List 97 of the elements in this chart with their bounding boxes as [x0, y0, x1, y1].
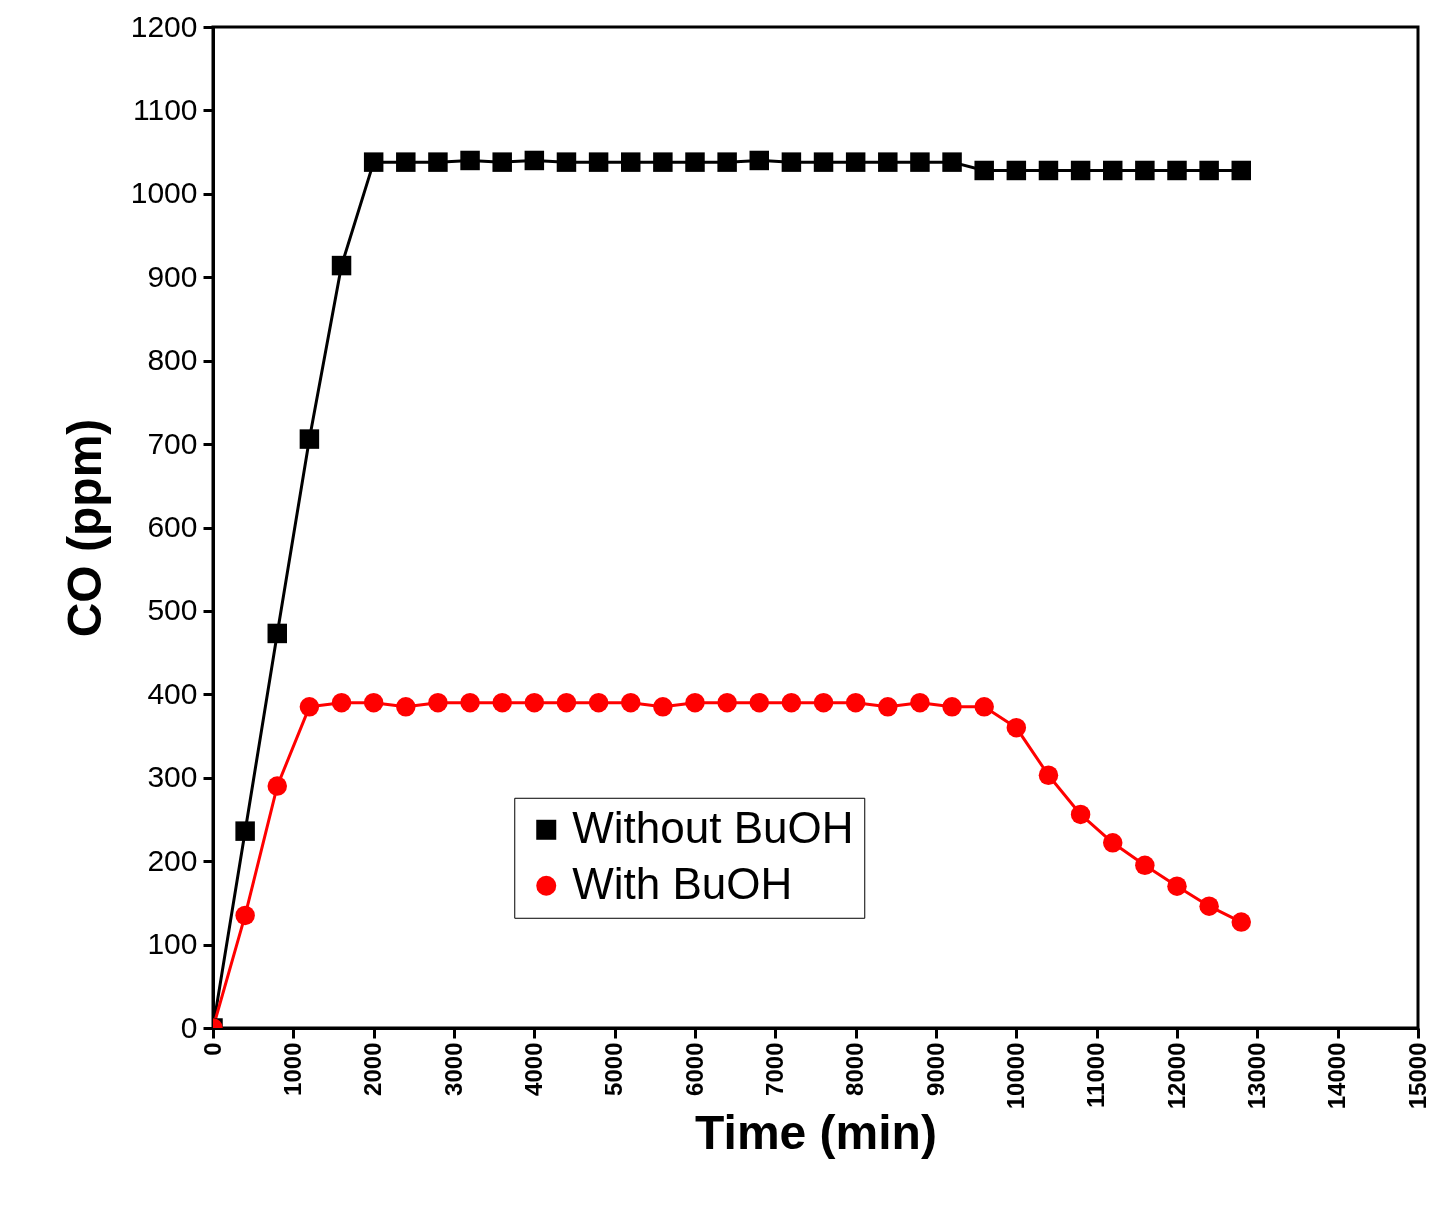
point: [1070, 804, 1091, 825]
point: [1038, 765, 1059, 785]
y-tick-label: 900: [147, 259, 198, 293]
y-tick-label: 1000: [130, 176, 198, 210]
x-tick-label: 8000: [841, 1042, 869, 1096]
y-axis-title: CO (ppm): [57, 418, 111, 638]
point: [685, 692, 705, 713]
point: [1006, 717, 1027, 738]
point: [1231, 912, 1252, 932]
point: [460, 692, 480, 713]
x-tick-label: 2000: [359, 1042, 387, 1096]
point: [845, 152, 866, 172]
point: [878, 697, 898, 717]
point: [974, 697, 994, 717]
point: [588, 692, 609, 713]
point: [331, 255, 352, 276]
point: [299, 429, 320, 449]
point: [428, 152, 448, 172]
point: [396, 697, 416, 717]
point: [235, 821, 255, 841]
point: [1167, 160, 1187, 181]
x-tick-label: 4000: [519, 1042, 547, 1096]
point: [910, 692, 930, 713]
point: [396, 152, 416, 172]
x-tick-label: 13000: [1242, 1042, 1270, 1110]
point: [267, 776, 288, 796]
point: [910, 152, 930, 172]
point: [781, 152, 802, 172]
y-tick-label: 700: [147, 426, 198, 460]
legend-label: Without BuOH: [572, 802, 854, 852]
point: [331, 692, 352, 713]
point: [749, 692, 770, 713]
y-tick-label: 0: [180, 1010, 198, 1044]
x-tick-label: 14000: [1323, 1042, 1351, 1110]
point: [685, 152, 705, 172]
point: [235, 905, 255, 926]
point: [428, 692, 448, 713]
x-tick-label: 9000: [921, 1042, 949, 1096]
point: [556, 152, 577, 172]
x-tick-label: 5000: [600, 1042, 628, 1096]
y-tick-label: 500: [147, 593, 198, 627]
point: [620, 692, 641, 713]
point: [1102, 833, 1123, 853]
point: [749, 150, 770, 171]
y-tick-label: 200: [147, 843, 198, 877]
x-tick-label: 15000: [1403, 1042, 1431, 1110]
point: [1199, 160, 1219, 181]
point: [524, 150, 545, 171]
point: [267, 623, 288, 644]
point: [1135, 160, 1155, 181]
point: [1231, 160, 1252, 181]
point: [974, 160, 994, 181]
y-tick-label: 400: [147, 676, 198, 710]
point: [717, 152, 737, 172]
point: [1006, 160, 1027, 181]
point: [299, 697, 320, 717]
x-axis-title: Time (min): [695, 1106, 937, 1160]
point: [620, 152, 641, 172]
y-tick-label: 800: [147, 343, 198, 377]
point: [363, 692, 384, 713]
y-tick-label: 300: [147, 760, 198, 794]
point: [588, 152, 609, 172]
point: [1135, 855, 1155, 876]
point: [1167, 876, 1187, 896]
x-tick-label: 7000: [760, 1042, 788, 1096]
legend-label: With BuOH: [572, 858, 793, 908]
point: [556, 692, 577, 713]
point: [363, 152, 384, 172]
point: [845, 692, 866, 713]
point: [1199, 896, 1219, 916]
x-tick-label: 1000: [278, 1042, 306, 1096]
x-tick-label: 11000: [1082, 1042, 1110, 1108]
point: [813, 152, 834, 172]
y-tick-label: 1100: [132, 92, 198, 126]
x-tick-label: 12000: [1162, 1042, 1190, 1110]
point: [1102, 160, 1123, 181]
y-tick-label: 1200: [130, 9, 198, 43]
point: [942, 152, 962, 172]
y-tick-label: 100: [147, 927, 198, 961]
x-tick-label: 3000: [439, 1042, 467, 1096]
x-tick-label: 10000: [1001, 1042, 1029, 1110]
y-tick-label: 600: [147, 510, 198, 543]
point: [492, 152, 512, 172]
x-tick-label: 0: [198, 1042, 226, 1056]
point: [460, 150, 480, 171]
point: [781, 692, 802, 713]
point: [717, 692, 737, 713]
point: [653, 152, 673, 172]
point: [878, 152, 898, 172]
x-tick-label: 6000: [680, 1042, 708, 1096]
point: [1070, 160, 1091, 181]
point: [492, 692, 512, 713]
point: [524, 692, 545, 713]
point: [942, 697, 962, 717]
point: [653, 697, 673, 717]
point: [813, 692, 834, 713]
point: [1038, 160, 1059, 181]
